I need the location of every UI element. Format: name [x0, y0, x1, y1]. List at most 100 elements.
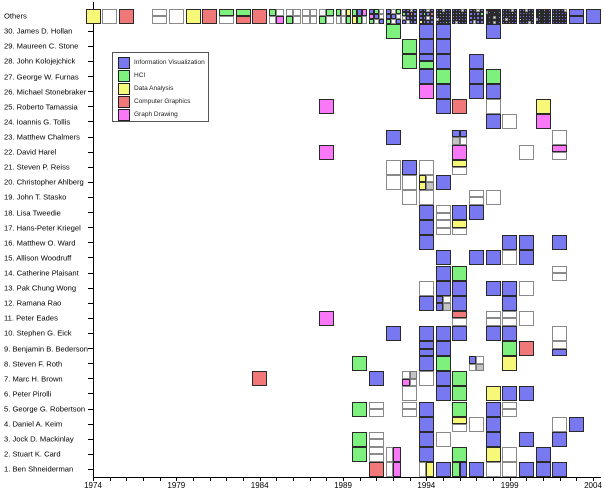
publication-square[interactable]: [493, 21, 496, 24]
publication-square[interactable]: [252, 8, 268, 24]
publication-square[interactable]: [318, 99, 334, 115]
publication-square[interactable]: [352, 401, 368, 417]
publication-square[interactable]: [422, 8, 427, 13]
matrix-cell[interactable]: [435, 69, 451, 85]
publication-square[interactable]: [345, 16, 351, 24]
publication-square[interactable]: [485, 461, 501, 477]
publication-square[interactable]: [385, 446, 393, 462]
publication-square[interactable]: [435, 303, 443, 311]
publication-square[interactable]: [352, 446, 368, 462]
publication-square[interactable]: [564, 11, 568, 15]
publication-square[interactable]: [552, 129, 568, 145]
publication-square[interactable]: [409, 19, 414, 24]
publication-square[interactable]: [464, 14, 468, 18]
publication-square[interactable]: [505, 20, 509, 24]
publication-square[interactable]: [488, 13, 491, 17]
matrix-cell[interactable]: [385, 159, 401, 175]
publication-square[interactable]: [293, 16, 301, 24]
publication-square[interactable]: [521, 14, 525, 18]
matrix-cell[interactable]: [552, 341, 568, 357]
publication-square[interactable]: [472, 8, 477, 13]
publication-square[interactable]: [552, 17, 556, 21]
publication-square[interactable]: [468, 205, 484, 221]
publication-square[interactable]: [352, 8, 358, 17]
publication-square[interactable]: [511, 11, 515, 15]
publication-square[interactable]: [218, 16, 234, 24]
matrix-cell[interactable]: [535, 8, 551, 24]
publication-square[interactable]: [409, 12, 414, 17]
matrix-cell[interactable]: [402, 174, 418, 190]
publication-square[interactable]: [498, 21, 501, 24]
publication-square[interactable]: [498, 18, 501, 22]
publication-square[interactable]: [268, 8, 277, 17]
publication-square[interactable]: [418, 69, 434, 85]
publication-square[interactable]: [485, 325, 501, 341]
publication-square[interactable]: [452, 446, 468, 462]
publication-square[interactable]: [452, 461, 460, 477]
matrix-cell[interactable]: [385, 23, 401, 39]
publication-square[interactable]: [285, 8, 293, 17]
matrix-cell[interactable]: [368, 371, 384, 387]
publication-square[interactable]: [444, 14, 448, 18]
publication-square[interactable]: [441, 20, 445, 24]
matrix-cell[interactable]: [418, 8, 434, 24]
matrix-cell[interactable]: [552, 431, 568, 447]
publication-square[interactable]: [418, 280, 434, 296]
matrix-cell[interactable]: [418, 401, 434, 417]
publication-square[interactable]: [485, 11, 488, 14]
matrix-cell[interactable]: [435, 431, 451, 447]
matrix-cell[interactable]: [485, 23, 501, 39]
publication-square[interactable]: [476, 356, 484, 364]
publication-square[interactable]: [455, 14, 459, 18]
publication-square[interactable]: [552, 144, 568, 153]
matrix-cell[interactable]: [485, 325, 501, 341]
matrix-cell[interactable]: [452, 461, 468, 477]
publication-square[interactable]: [393, 446, 401, 462]
publication-square[interactable]: [418, 348, 434, 357]
publication-square[interactable]: [485, 84, 501, 100]
publication-square[interactable]: [455, 11, 459, 15]
publication-square[interactable]: [472, 16, 477, 20]
publication-square[interactable]: [352, 356, 368, 372]
matrix-cell[interactable]: [502, 8, 518, 24]
publication-square[interactable]: [524, 8, 528, 12]
matrix-cell[interactable]: [435, 8, 451, 24]
matrix-cell[interactable]: [418, 325, 434, 341]
publication-square[interactable]: [413, 12, 418, 17]
publication-square[interactable]: [444, 11, 448, 15]
matrix-cell[interactable]: [118, 8, 134, 24]
publication-square[interactable]: [362, 8, 368, 17]
publication-square[interactable]: [402, 189, 418, 205]
publication-square[interactable]: [402, 174, 418, 190]
matrix-cell[interactable]: [352, 8, 368, 24]
publication-square[interactable]: [485, 431, 501, 447]
matrix-cell[interactable]: [385, 325, 401, 341]
publication-square[interactable]: [218, 8, 234, 17]
publication-square[interactable]: [395, 18, 401, 24]
publication-square[interactable]: [409, 8, 414, 13]
publication-square[interactable]: [435, 371, 451, 387]
publication-square[interactable]: [435, 17, 439, 21]
publication-square[interactable]: [302, 16, 310, 24]
publication-square[interactable]: [535, 11, 538, 15]
publication-square[interactable]: [435, 431, 451, 447]
publication-square[interactable]: [418, 220, 434, 236]
publication-square[interactable]: [368, 13, 374, 19]
matrix-cell[interactable]: [468, 69, 484, 85]
publication-square[interactable]: [558, 20, 562, 24]
publication-square[interactable]: [502, 114, 518, 130]
matrix-cell[interactable]: [418, 159, 434, 175]
publication-square[interactable]: [418, 295, 434, 311]
publication-square[interactable]: [362, 16, 368, 24]
publication-square[interactable]: [395, 13, 401, 19]
matrix-cell[interactable]: [352, 401, 368, 417]
matrix-cell[interactable]: [218, 8, 234, 24]
publication-square[interactable]: [418, 38, 434, 54]
publication-square[interactable]: [418, 205, 434, 221]
publication-square[interactable]: [390, 13, 396, 19]
publication-square[interactable]: [464, 11, 468, 15]
publication-square[interactable]: [468, 197, 484, 205]
publication-square[interactable]: [476, 19, 481, 24]
publication-square[interactable]: [426, 461, 434, 477]
publication-square[interactable]: [480, 8, 484, 13]
